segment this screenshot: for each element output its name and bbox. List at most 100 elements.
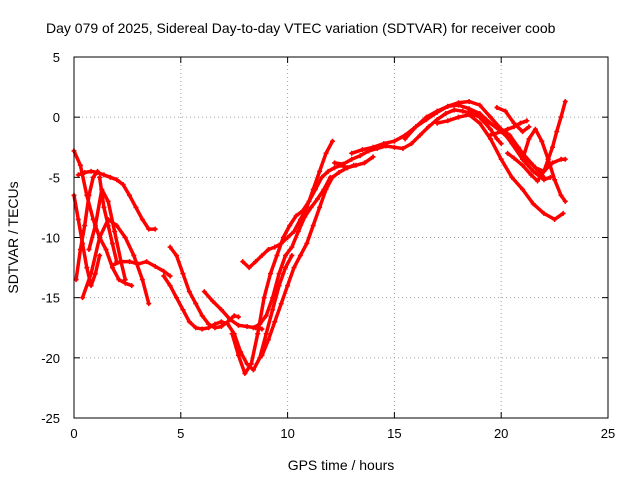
data-point xyxy=(507,132,513,138)
data-point xyxy=(193,301,199,307)
data-point xyxy=(547,174,553,180)
data-point xyxy=(545,156,551,162)
data-point xyxy=(180,271,186,277)
data-point xyxy=(391,144,397,150)
series-line-arc-1 xyxy=(72,149,134,288)
data-point xyxy=(349,150,355,156)
x-tick-label: 0 xyxy=(70,426,77,441)
data-point xyxy=(560,210,566,216)
data-point xyxy=(291,228,297,234)
data-point xyxy=(532,126,538,132)
data-point xyxy=(250,325,256,331)
data-point xyxy=(174,253,180,259)
data-point xyxy=(144,259,150,265)
data-point xyxy=(530,168,536,174)
data-point xyxy=(455,114,461,120)
data-point xyxy=(86,192,92,198)
data-point xyxy=(325,168,331,174)
data-point xyxy=(244,324,250,330)
series-line-arc-25 xyxy=(520,127,568,204)
data-point xyxy=(152,263,158,269)
data-point xyxy=(101,172,107,178)
data-point xyxy=(97,174,103,180)
data-point xyxy=(103,247,109,253)
data-point xyxy=(562,99,568,105)
data-point xyxy=(317,168,323,174)
data-point xyxy=(297,253,303,259)
data-point xyxy=(225,321,231,327)
data-point xyxy=(511,155,517,161)
data-point xyxy=(255,331,261,337)
data-point xyxy=(445,118,451,124)
data-point xyxy=(323,186,329,192)
chart-title: Day 079 of 2025, Sidereal Day-to-day VTE… xyxy=(46,20,556,36)
data-point xyxy=(361,160,367,166)
data-point xyxy=(139,277,145,283)
grid xyxy=(74,57,608,418)
data-point xyxy=(391,138,397,144)
data-point xyxy=(558,114,564,120)
data-point xyxy=(122,235,128,240)
data-point xyxy=(84,265,90,271)
data-point xyxy=(315,196,321,202)
data-point xyxy=(109,262,115,268)
data-point xyxy=(88,283,94,289)
data-point xyxy=(353,162,359,168)
data-point xyxy=(408,141,414,147)
y-tick-label: 0 xyxy=(53,110,60,125)
data-point xyxy=(558,156,564,162)
data-point xyxy=(423,117,429,123)
data-point xyxy=(310,222,316,228)
data-point xyxy=(114,177,120,183)
x-tick-label: 25 xyxy=(601,426,615,441)
data-point xyxy=(381,141,387,147)
data-point xyxy=(235,314,241,320)
series-layer xyxy=(71,99,568,376)
data-point xyxy=(291,265,297,271)
data-point xyxy=(520,186,526,192)
data-point xyxy=(152,226,158,232)
data-point xyxy=(82,222,88,228)
data-point xyxy=(295,228,301,234)
data-point xyxy=(535,178,541,184)
data-point xyxy=(257,321,263,327)
axis-ticks: 0 5 10 15 20 25 5 0 -5 -10 -15 -20 -25 xyxy=(41,50,615,441)
data-point xyxy=(332,160,338,166)
data-point xyxy=(488,126,494,132)
data-point xyxy=(308,204,314,210)
data-point xyxy=(161,273,167,279)
data-point xyxy=(199,326,205,332)
data-point xyxy=(511,120,517,126)
data-point xyxy=(122,277,128,283)
data-point xyxy=(517,120,523,126)
data-point xyxy=(97,235,103,240)
data-point xyxy=(270,307,276,313)
data-point xyxy=(524,118,530,124)
y-tick-label: -5 xyxy=(48,170,60,185)
x-tick-label: 15 xyxy=(387,426,401,441)
data-point xyxy=(426,124,432,130)
data-point xyxy=(261,295,267,301)
data-point xyxy=(357,153,363,159)
data-point xyxy=(413,124,419,130)
data-point xyxy=(526,136,532,142)
data-point xyxy=(293,213,299,219)
data-point xyxy=(528,172,534,178)
data-point xyxy=(532,165,538,171)
data-point xyxy=(92,222,98,228)
data-point xyxy=(400,145,406,151)
data-point xyxy=(270,295,276,301)
data-point xyxy=(539,138,545,144)
data-point xyxy=(402,136,408,142)
data-point xyxy=(285,235,291,240)
x-tick-label: 10 xyxy=(280,426,294,441)
data-point xyxy=(287,222,293,228)
y-tick-label: 5 xyxy=(53,50,60,65)
data-point xyxy=(466,99,472,105)
data-point xyxy=(332,165,338,171)
data-point xyxy=(359,147,365,153)
data-point xyxy=(82,170,88,176)
data-point xyxy=(466,108,472,114)
data-point xyxy=(80,295,86,301)
